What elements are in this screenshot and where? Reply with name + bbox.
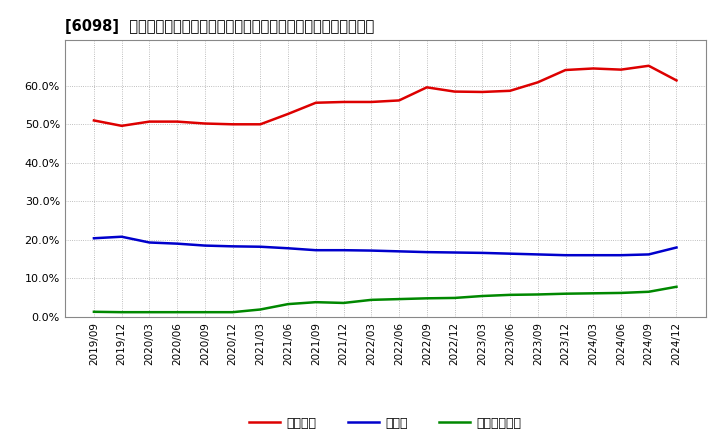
自己資本: [256, 121, 265, 127]
Line: 繰延税金資産: 繰延税金資産: [94, 287, 677, 312]
自己資本: [117, 123, 126, 128]
のれん: [367, 248, 376, 253]
のれん: [534, 252, 542, 257]
自己資本: [644, 63, 653, 68]
繰延税金資産: [423, 296, 431, 301]
自己資本: [505, 88, 514, 93]
自己資本: [450, 89, 459, 94]
自己資本: [395, 98, 403, 103]
自己資本: [672, 78, 681, 83]
自己資本: [561, 67, 570, 73]
のれん: [173, 241, 181, 246]
繰延税金資産: [450, 295, 459, 301]
繰延税金資産: [89, 309, 98, 315]
繰延税金資産: [589, 291, 598, 296]
自己資本: [312, 100, 320, 105]
繰延税金資産: [478, 293, 487, 299]
繰延税金資産: [312, 300, 320, 305]
繰延税金資産: [672, 284, 681, 290]
のれん: [505, 251, 514, 256]
自己資本: [534, 80, 542, 85]
Text: [6098]  自己資本、のれん、繰延税金資産の総資産に対する比率の推移: [6098] 自己資本、のれん、繰延税金資産の総資産に対する比率の推移: [65, 19, 374, 34]
自己資本: [339, 99, 348, 105]
繰延税金資産: [173, 309, 181, 315]
自己資本: [145, 119, 154, 124]
のれん: [644, 252, 653, 257]
のれん: [117, 234, 126, 239]
のれん: [256, 244, 265, 249]
Line: のれん: のれん: [94, 237, 677, 255]
繰延税金資産: [367, 297, 376, 303]
のれん: [423, 249, 431, 255]
のれん: [145, 240, 154, 245]
自己資本: [616, 67, 625, 72]
自己資本: [367, 99, 376, 105]
自己資本: [201, 121, 210, 126]
繰延税金資産: [201, 309, 210, 315]
のれん: [450, 250, 459, 255]
のれん: [284, 246, 292, 251]
自己資本: [173, 119, 181, 124]
Line: 自己資本: 自己資本: [94, 66, 677, 126]
繰延税金資産: [117, 309, 126, 315]
のれん: [589, 253, 598, 258]
のれん: [561, 253, 570, 258]
繰延税金資産: [145, 309, 154, 315]
繰延税金資産: [395, 297, 403, 302]
のれん: [616, 253, 625, 258]
のれん: [89, 235, 98, 241]
のれん: [672, 245, 681, 250]
のれん: [478, 250, 487, 256]
のれん: [228, 244, 237, 249]
繰延税金資産: [644, 289, 653, 294]
自己資本: [478, 89, 487, 95]
繰延税金資産: [228, 309, 237, 315]
のれん: [395, 249, 403, 254]
のれん: [312, 248, 320, 253]
自己資本: [228, 121, 237, 127]
自己資本: [589, 66, 598, 71]
のれん: [339, 248, 348, 253]
繰延税金資産: [284, 301, 292, 307]
繰延税金資産: [339, 300, 348, 305]
繰延税金資産: [256, 307, 265, 312]
自己資本: [423, 84, 431, 90]
繰延税金資産: [534, 292, 542, 297]
繰延税金資産: [505, 292, 514, 297]
Legend: 自己資本, のれん, 繰延税金資産: 自己資本, のれん, 繰延税金資産: [244, 412, 526, 435]
のれん: [201, 243, 210, 248]
自己資本: [284, 111, 292, 117]
自己資本: [89, 118, 98, 123]
繰延税金資産: [561, 291, 570, 297]
繰延税金資産: [616, 290, 625, 296]
